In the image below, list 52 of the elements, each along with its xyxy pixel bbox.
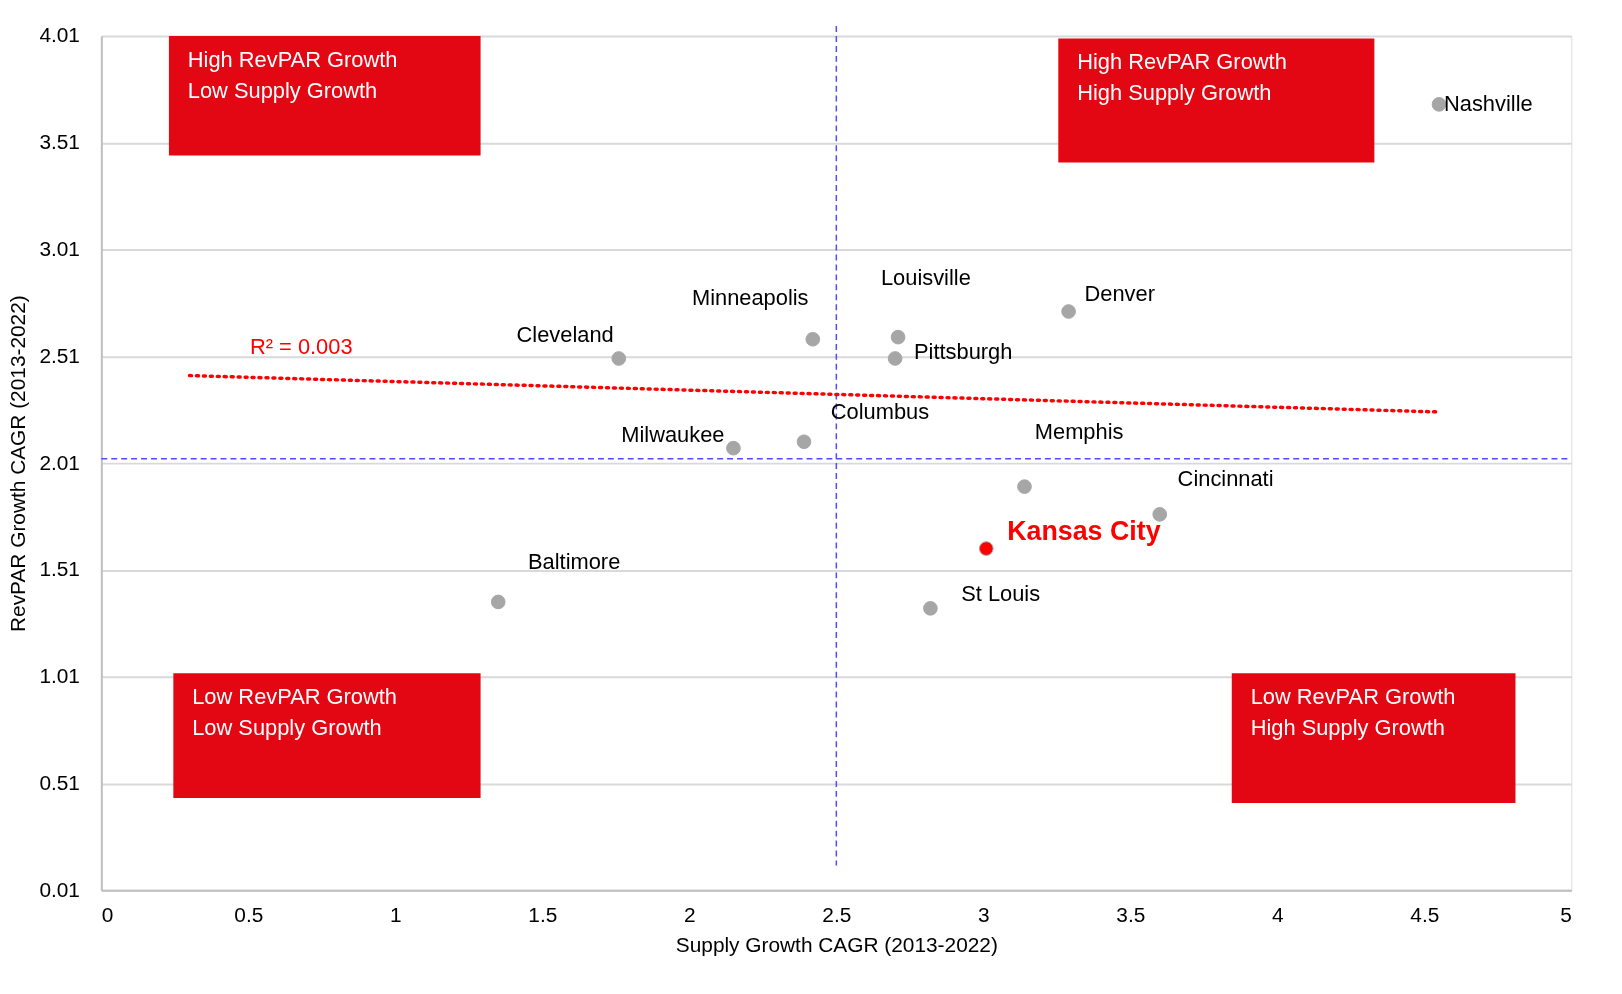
series-label: Baltimore	[528, 549, 621, 575]
x-tick-label: 5	[1560, 902, 1572, 926]
annotation: R² = 0.003	[249, 333, 353, 359]
series-label: Minneapolis	[691, 285, 809, 311]
y-tick-label: 1.01	[39, 664, 80, 688]
point	[611, 351, 627, 366]
point	[490, 594, 506, 610]
point	[978, 541, 994, 556]
point	[890, 329, 906, 345]
x-tick-label: 2.5	[822, 902, 852, 926]
series-label: Louisville	[880, 265, 971, 291]
x-tick-label: 3	[978, 902, 990, 926]
x-tick-label: 0	[101, 902, 114, 926]
y-tick-label: 0.01	[39, 877, 80, 901]
series-label: Milwaukee	[621, 422, 725, 448]
x-tick-label: 4.5	[1410, 902, 1440, 926]
x-tick-label: 3.5	[1116, 902, 1146, 926]
series-label: Memphis	[1034, 418, 1124, 444]
annotation: Low RevPAR Growth Low Supply Growth	[192, 684, 397, 740]
annotation: Low RevPAR Growth High Supply Growth	[1250, 684, 1456, 740]
point	[726, 440, 741, 456]
series-label: Denver	[1084, 280, 1155, 306]
y-tick-label: 3.01	[39, 237, 80, 261]
x-tick-label: 1	[390, 902, 402, 926]
y-tick-label: 2.01	[39, 450, 80, 474]
series-label: Kansas City	[1007, 515, 1161, 546]
y-tick-label: 0.51	[39, 770, 80, 794]
series-label: Pittsburgh	[914, 339, 1013, 365]
point	[1061, 304, 1076, 319]
y-tick-label: 3.51	[39, 130, 80, 154]
series-label: Cincinnati	[1177, 465, 1274, 491]
series-label: Nashville	[1444, 91, 1533, 117]
y-tick-label: 2.51	[39, 343, 80, 367]
y-tick-label: 1.51	[39, 557, 80, 581]
y-axis-title: RevPAR Growth CAGR (2013-2022)	[6, 295, 30, 632]
point	[923, 601, 938, 616]
x-tick-label: 4	[1272, 902, 1284, 926]
point	[887, 351, 903, 366]
x-axis-title: Supply Growth CAGR (2013-2022)	[675, 933, 998, 957]
point	[796, 434, 812, 450]
y-tick-label: 4.01	[39, 23, 80, 47]
point	[1152, 507, 1168, 522]
x-tick-label: 2	[684, 902, 696, 926]
x-tick-label: 1.5	[528, 902, 558, 926]
series-label: St Louis	[961, 581, 1041, 607]
annotation: High RevPAR Growth Low Supply Growth	[187, 46, 398, 103]
point	[1017, 479, 1032, 494]
series-label: Columbus	[830, 398, 930, 424]
annotation: High RevPAR Growth High Supply Growth	[1077, 49, 1287, 106]
x-tick-label: 0.5	[234, 902, 264, 926]
point	[805, 331, 821, 347]
series-label: Cleveland	[516, 321, 614, 347]
